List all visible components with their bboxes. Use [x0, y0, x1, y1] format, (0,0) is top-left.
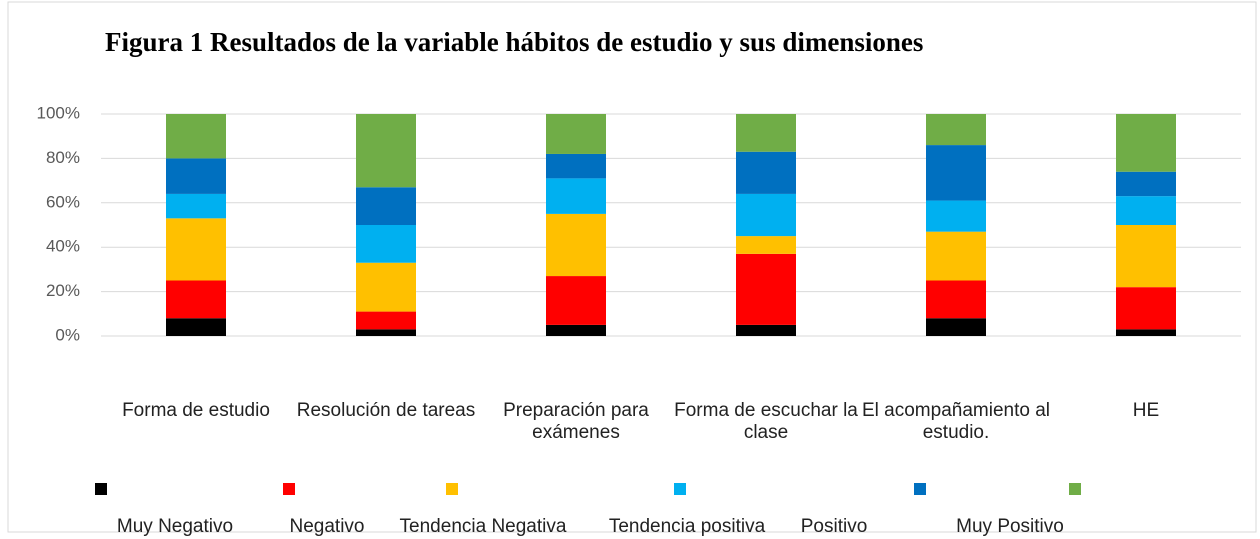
legend-label: Negativo: [289, 516, 365, 537]
legend-label: Muy Positivo: [956, 516, 1064, 537]
bar-segment: [926, 280, 986, 319]
y-tick-label: 0%: [55, 325, 80, 344]
bar-segment: [926, 145, 986, 201]
bar-segment: [356, 225, 416, 263]
x-tick-label: HE: [1132, 400, 1160, 421]
bar-segment: [736, 253, 796, 325]
bar-segment: [736, 193, 796, 237]
bar-segment: [1116, 225, 1176, 288]
bar-segment: [356, 311, 416, 330]
bar-segment: [546, 324, 606, 336]
legend-label: Tendencia positiva: [608, 516, 766, 537]
legend-swatch: [1069, 483, 1081, 495]
legend-swatch: [914, 483, 926, 495]
bar-segment: [926, 114, 986, 146]
x-tick-label: Resolución de tareas: [296, 400, 476, 421]
bar-segment: [356, 114, 416, 188]
bar-segment: [736, 324, 796, 336]
x-tick-label: El acompañamiento al estudio.: [862, 400, 1050, 443]
bar-segment: [166, 318, 226, 336]
chart-title: Figura 1 Resultados de la variable hábit…: [105, 27, 923, 57]
y-tick-label: 40%: [46, 237, 80, 256]
bar-segment: [356, 329, 416, 336]
y-tick-label: 20%: [46, 281, 80, 300]
bar-segment: [926, 318, 986, 336]
bar-segment: [356, 262, 416, 312]
legend-swatch: [283, 483, 295, 495]
bar-segment: [166, 218, 226, 281]
bar-segment: [926, 231, 986, 281]
bar-segment: [1116, 329, 1176, 336]
bar-segment: [546, 153, 606, 179]
legend-swatch: [674, 483, 686, 495]
bar-segment: [166, 193, 226, 219]
bar-segment: [926, 200, 986, 232]
bar-segment: [1116, 114, 1176, 172]
bar-segment: [736, 236, 796, 254]
y-tick-label: 80%: [46, 148, 80, 167]
chart-border: [7, 1, 1257, 533]
bar-segment: [1116, 287, 1176, 330]
legend-label: Tendencia Negativa: [399, 516, 567, 537]
bar-segment: [1116, 196, 1176, 225]
bar-segment: [166, 158, 226, 194]
bar-segment: [546, 178, 606, 214]
bar-segment: [1116, 171, 1176, 197]
bar-segment: [546, 114, 606, 154]
x-tick-label: Preparación para exámenes: [503, 400, 649, 443]
bar-segment: [736, 151, 796, 194]
bar-segment: [166, 114, 226, 159]
legend-label: Positivo: [800, 516, 868, 537]
y-tick-label: 60%: [46, 192, 80, 211]
legend-label: Muy Negativo: [116, 516, 234, 537]
bar-segment: [736, 114, 796, 152]
y-tick-label: 100%: [37, 103, 80, 122]
bar-segment: [546, 276, 606, 325]
bar-segment: [166, 280, 226, 319]
legend-swatch: [446, 483, 458, 495]
bar-segment: [546, 213, 606, 277]
x-tick-label: Forma de escuchar la clase: [674, 400, 858, 443]
bar-segment: [356, 187, 416, 225]
legend-swatch: [95, 483, 107, 495]
x-tick-label: Forma de estudio: [122, 400, 270, 421]
